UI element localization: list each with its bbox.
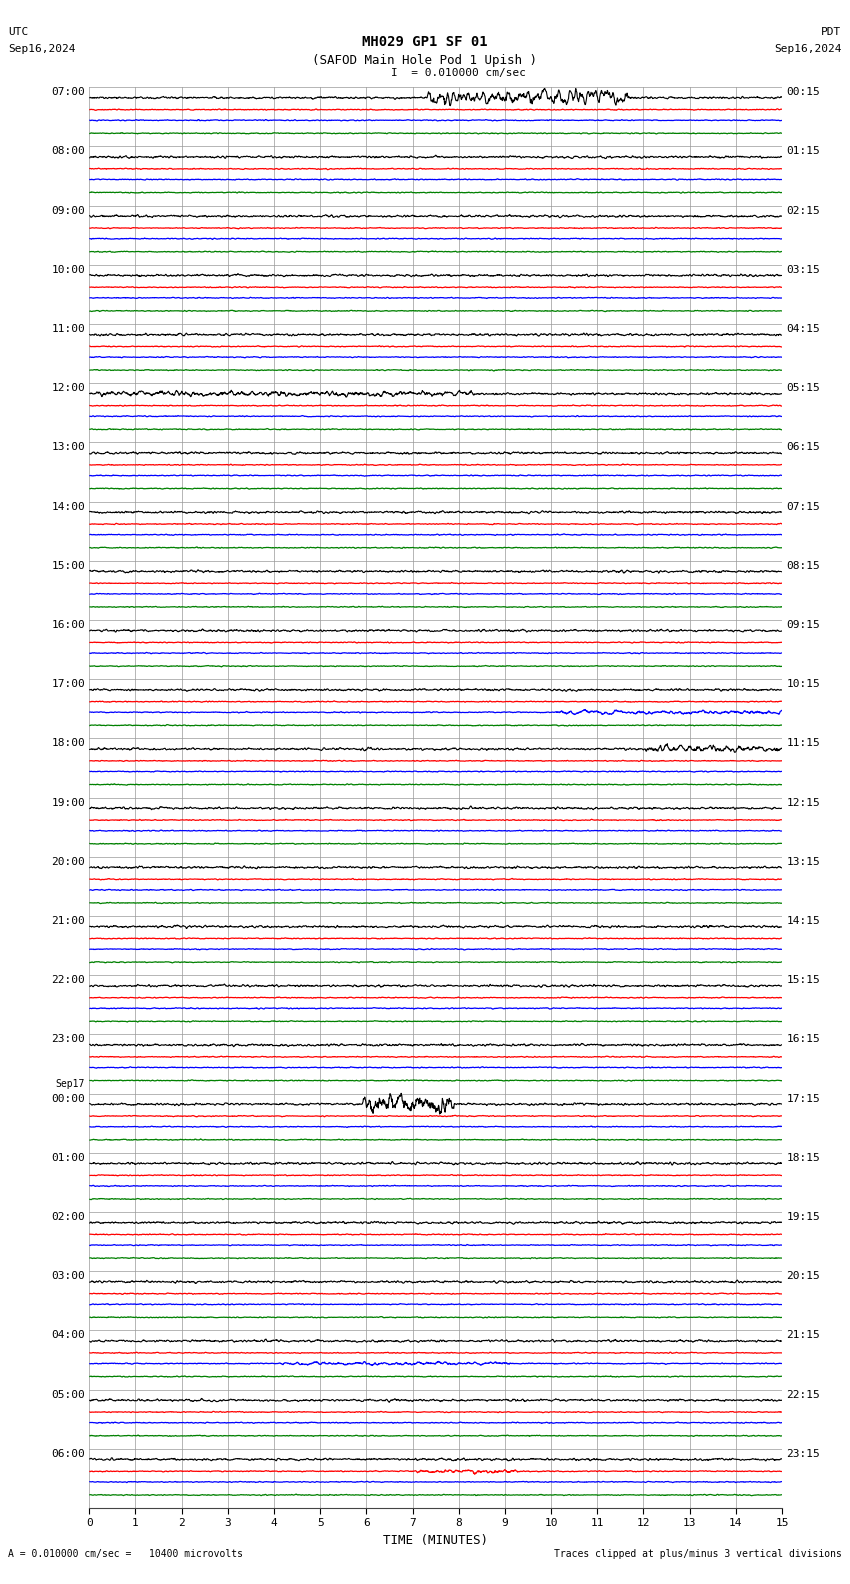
Text: 23:00: 23:00	[51, 1034, 85, 1044]
Text: 08:15: 08:15	[786, 561, 820, 570]
Text: 17:15: 17:15	[786, 1093, 820, 1104]
Text: 21:00: 21:00	[51, 916, 85, 927]
Text: 07:15: 07:15	[786, 502, 820, 512]
Text: 01:15: 01:15	[786, 146, 820, 157]
Text: 00:15: 00:15	[786, 87, 820, 97]
Text: 13:15: 13:15	[786, 857, 820, 866]
Text: 19:00: 19:00	[51, 797, 85, 808]
Text: 05:00: 05:00	[51, 1389, 85, 1400]
Text: 10:15: 10:15	[786, 680, 820, 689]
Text: 22:00: 22:00	[51, 976, 85, 985]
Text: 21:15: 21:15	[786, 1331, 820, 1340]
Text: 13:00: 13:00	[51, 442, 85, 453]
Text: 18:15: 18:15	[786, 1153, 820, 1163]
Text: 02:15: 02:15	[786, 206, 820, 215]
Text: 04:00: 04:00	[51, 1331, 85, 1340]
Text: 17:00: 17:00	[51, 680, 85, 689]
X-axis label: TIME (MINUTES): TIME (MINUTES)	[383, 1533, 488, 1548]
Text: I  = 0.010000 cm/sec: I = 0.010000 cm/sec	[391, 68, 526, 78]
Text: A = 0.010000 cm/sec =   10400 microvolts: A = 0.010000 cm/sec = 10400 microvolts	[8, 1549, 243, 1559]
Text: 15:15: 15:15	[786, 976, 820, 985]
Text: 04:15: 04:15	[786, 325, 820, 334]
Text: 02:00: 02:00	[51, 1212, 85, 1221]
Text: 11:00: 11:00	[51, 325, 85, 334]
Text: 01:00: 01:00	[51, 1153, 85, 1163]
Text: 15:00: 15:00	[51, 561, 85, 570]
Text: 07:00: 07:00	[51, 87, 85, 97]
Text: 14:15: 14:15	[786, 916, 820, 927]
Text: 00:00: 00:00	[51, 1093, 85, 1104]
Text: Sep16,2024: Sep16,2024	[8, 44, 76, 54]
Text: UTC: UTC	[8, 27, 29, 36]
Text: 03:00: 03:00	[51, 1270, 85, 1281]
Text: 03:15: 03:15	[786, 265, 820, 274]
Text: Sep16,2024: Sep16,2024	[774, 44, 842, 54]
Text: 23:15: 23:15	[786, 1449, 820, 1459]
Text: MH029 GP1 SF 01: MH029 GP1 SF 01	[362, 35, 488, 49]
Text: Sep17: Sep17	[55, 1079, 85, 1088]
Text: 08:00: 08:00	[51, 146, 85, 157]
Text: 14:00: 14:00	[51, 502, 85, 512]
Text: 16:00: 16:00	[51, 619, 85, 630]
Text: 12:00: 12:00	[51, 383, 85, 393]
Text: 22:15: 22:15	[786, 1389, 820, 1400]
Text: 10:00: 10:00	[51, 265, 85, 274]
Text: 20:00: 20:00	[51, 857, 85, 866]
Text: 12:15: 12:15	[786, 797, 820, 808]
Text: Traces clipped at plus/minus 3 vertical divisions: Traces clipped at plus/minus 3 vertical …	[553, 1549, 842, 1559]
Text: (SAFOD Main Hole Pod 1 Upish ): (SAFOD Main Hole Pod 1 Upish )	[313, 54, 537, 67]
Text: 05:15: 05:15	[786, 383, 820, 393]
Text: 06:15: 06:15	[786, 442, 820, 453]
Text: 18:00: 18:00	[51, 738, 85, 748]
Text: PDT: PDT	[821, 27, 842, 36]
Text: 19:15: 19:15	[786, 1212, 820, 1221]
Text: 20:15: 20:15	[786, 1270, 820, 1281]
Text: 16:15: 16:15	[786, 1034, 820, 1044]
Text: 11:15: 11:15	[786, 738, 820, 748]
Text: 09:00: 09:00	[51, 206, 85, 215]
Text: 09:15: 09:15	[786, 619, 820, 630]
Text: 06:00: 06:00	[51, 1449, 85, 1459]
